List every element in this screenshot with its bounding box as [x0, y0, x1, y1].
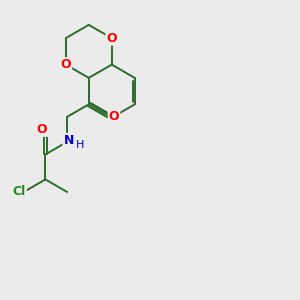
Text: O: O — [61, 58, 71, 71]
Text: O: O — [109, 110, 119, 123]
Text: O: O — [106, 32, 117, 45]
Text: Cl: Cl — [13, 185, 26, 199]
Text: H: H — [76, 140, 85, 150]
Text: N: N — [63, 134, 74, 147]
Text: O: O — [37, 123, 47, 136]
